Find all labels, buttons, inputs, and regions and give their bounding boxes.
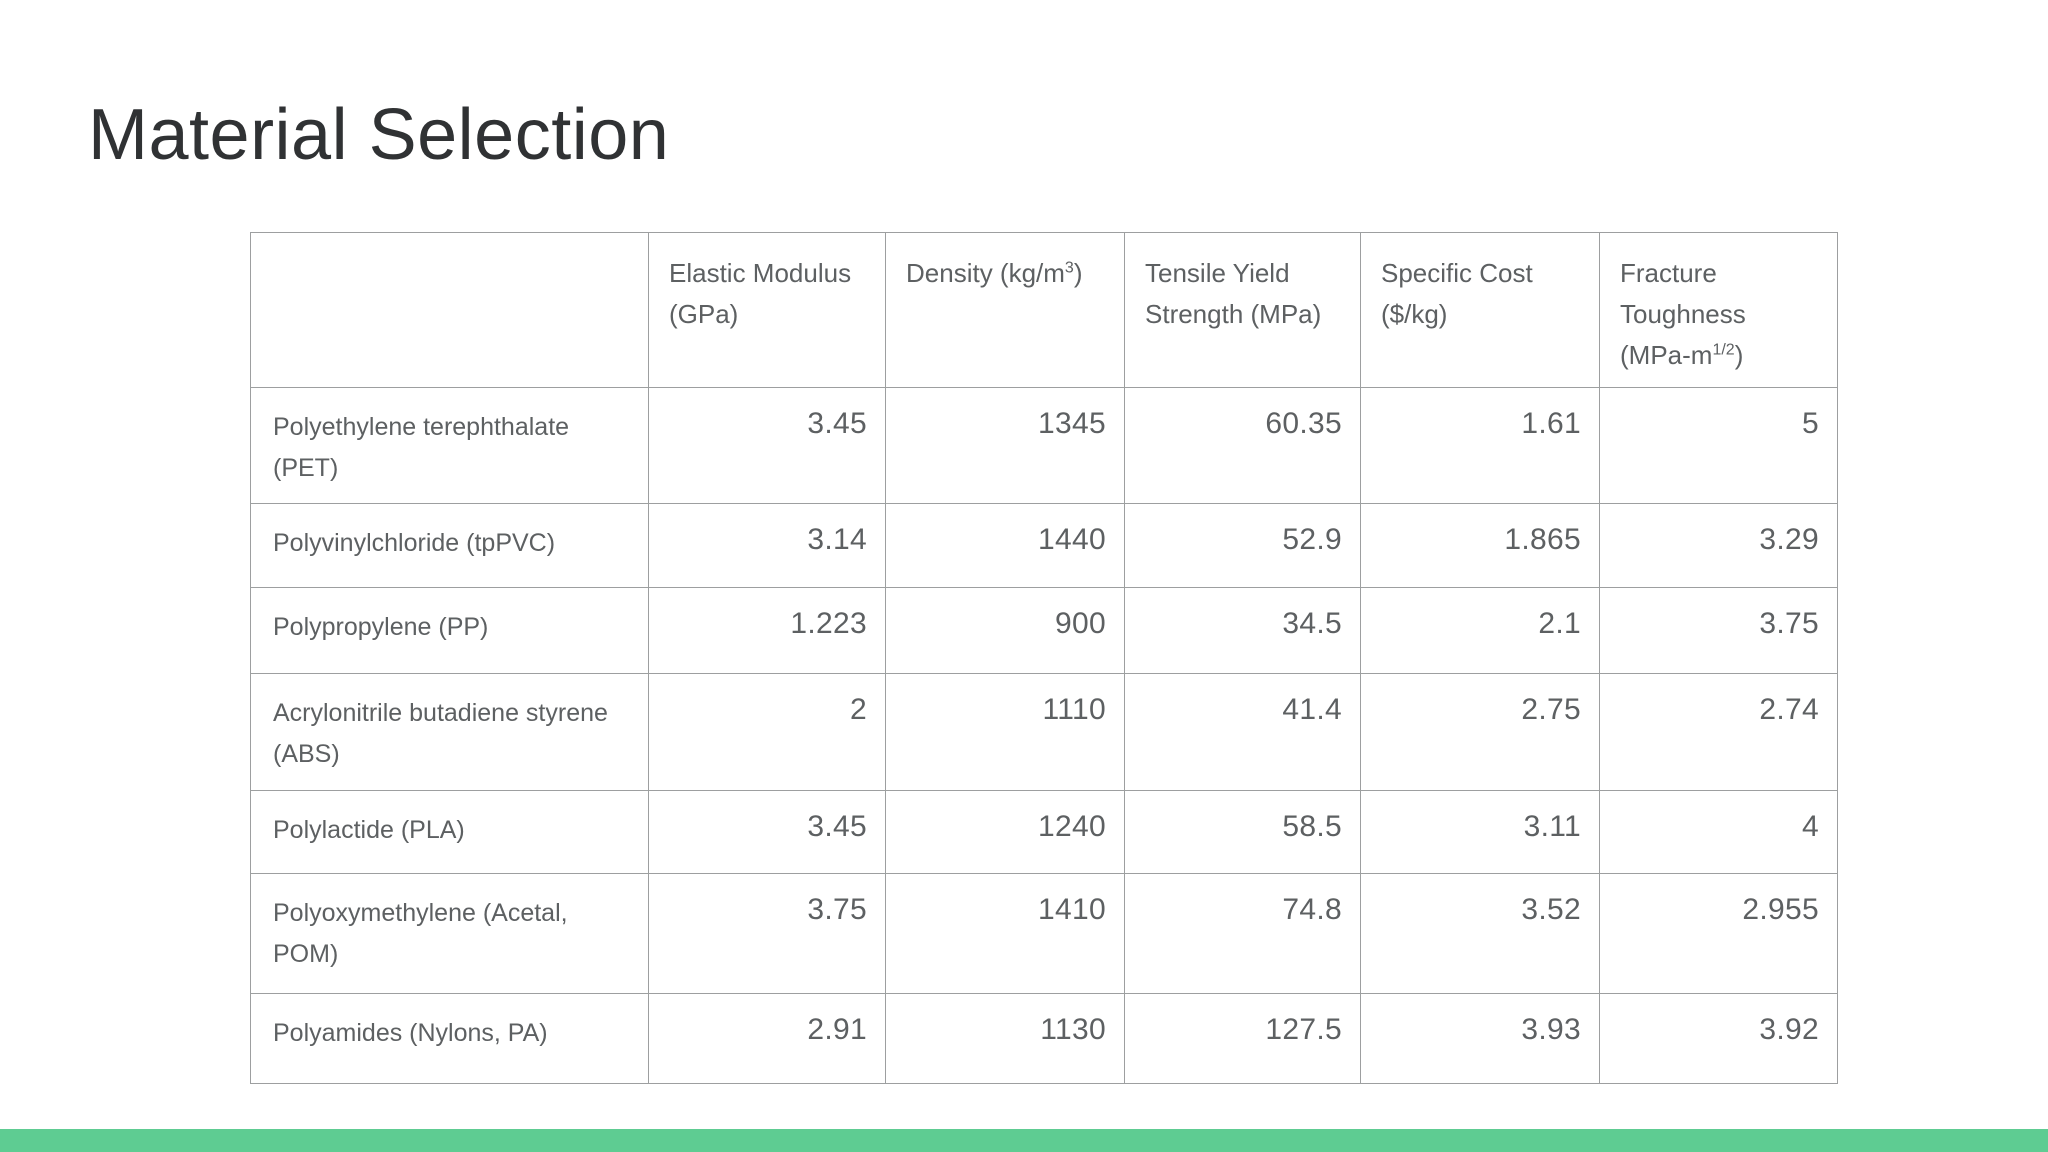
header-line: Elastic Modulus: [669, 258, 852, 288]
header-material: [250, 232, 649, 388]
cell-density: 1440: [885, 503, 1125, 588]
cell-material-name: Polyoxymethylene (Acetal, POM): [250, 873, 649, 994]
cell-material-name: Acrylonitrile butadiene styrene (ABS): [250, 673, 649, 791]
cell-fracture-toughness: 2.955: [1599, 873, 1838, 994]
cell-specific-cost: 2.75: [1360, 673, 1600, 791]
header-text: Density (kg/m: [906, 258, 1065, 288]
header-tensile-yield-strength: Tensile Yield Strength (MPa): [1124, 232, 1361, 388]
table-row: Polyethylene terephthalate (PET) 3.45 13…: [250, 387, 1838, 504]
table-row: Acrylonitrile butadiene styrene (ABS) 2 …: [250, 673, 1838, 791]
cell-density: 900: [885, 587, 1125, 674]
header-line: Toughness: [1620, 299, 1746, 329]
cell-material-name: Polyamides (Nylons, PA): [250, 993, 649, 1084]
header-line: Fracture: [1620, 258, 1717, 288]
header-specific-cost: Specific Cost ($/kg): [1360, 232, 1600, 388]
header-text: ): [1734, 340, 1744, 370]
cell-tensile-yield: 41.4: [1124, 673, 1361, 791]
cell-fracture-toughness: 5: [1599, 387, 1838, 504]
cell-fracture-toughness: 2.74: [1599, 673, 1838, 791]
cell-specific-cost: 1.865: [1360, 503, 1600, 588]
table-row: Polyoxymethylene (Acetal, POM) 3.75 1410…: [250, 873, 1838, 994]
header-text: ): [1073, 258, 1083, 288]
header-superscript: 3: [1064, 259, 1074, 277]
header-line: Tensile Yield: [1145, 258, 1290, 288]
cell-tensile-yield: 34.5: [1124, 587, 1361, 674]
header-line: Strength (MPa): [1145, 299, 1322, 329]
cell-elastic-modulus: 1.223: [648, 587, 886, 674]
cell-fracture-toughness: 3.29: [1599, 503, 1838, 588]
cell-elastic-modulus: 3.14: [648, 503, 886, 588]
cell-fracture-toughness: 3.92: [1599, 993, 1838, 1084]
header-line: ($/kg): [1381, 299, 1448, 329]
cell-elastic-modulus: 2: [648, 673, 886, 791]
cell-material-name: Polylactide (PLA): [250, 790, 649, 874]
cell-tensile-yield: 60.35: [1124, 387, 1361, 504]
cell-fracture-toughness: 3.75: [1599, 587, 1838, 674]
cell-specific-cost: 1.61: [1360, 387, 1600, 504]
table-row: Polypropylene (PP) 1.223 900 34.5 2.1 3.…: [250, 587, 1838, 674]
accent-bar: [0, 1129, 2048, 1152]
cell-specific-cost: 3.11: [1360, 790, 1600, 874]
header-fracture-toughness: Fracture Toughness (MPa-m1/2): [1599, 232, 1838, 388]
cell-specific-cost: 3.93: [1360, 993, 1600, 1084]
header-line: Specific Cost: [1381, 258, 1533, 288]
page-title: Material Selection: [88, 95, 670, 175]
cell-material-name: Polyvinylchloride (tpPVC): [250, 503, 649, 588]
cell-specific-cost: 2.1: [1360, 587, 1600, 674]
header-text: (MPa-m: [1620, 340, 1713, 370]
materials-table: Elastic Modulus (GPa) Density (kg/m3) Ten…: [250, 232, 1838, 1084]
cell-tensile-yield: 52.9: [1124, 503, 1361, 588]
table-row: Polyvinylchloride (tpPVC) 3.14 1440 52.9…: [250, 503, 1838, 588]
cell-fracture-toughness: 4: [1599, 790, 1838, 874]
header-elastic-modulus: Elastic Modulus (GPa): [648, 232, 886, 388]
cell-density: 1240: [885, 790, 1125, 874]
cell-elastic-modulus: 3.75: [648, 873, 886, 994]
cell-elastic-modulus: 3.45: [648, 790, 886, 874]
header-superscript: 1/2: [1712, 341, 1735, 359]
cell-material-name: Polypropylene (PP): [250, 587, 649, 674]
cell-density: 1345: [885, 387, 1125, 504]
table-row: Polylactide (PLA) 3.45 1240 58.5 3.11 4: [250, 790, 1838, 874]
cell-material-name: Polyethylene terephthalate (PET): [250, 387, 649, 504]
cell-elastic-modulus: 2.91: [648, 993, 886, 1084]
cell-tensile-yield: 127.5: [1124, 993, 1361, 1084]
cell-density: 1130: [885, 993, 1125, 1084]
table-header-row: Elastic Modulus (GPa) Density (kg/m3) Ten…: [250, 232, 1838, 388]
header-line: (GPa): [669, 299, 739, 329]
table-row: Polyamides (Nylons, PA) 2.91 1130 127.5 …: [250, 993, 1838, 1084]
cell-tensile-yield: 58.5: [1124, 790, 1361, 874]
cell-specific-cost: 3.52: [1360, 873, 1600, 994]
cell-elastic-modulus: 3.45: [648, 387, 886, 504]
cell-tensile-yield: 74.8: [1124, 873, 1361, 994]
cell-density: 1110: [885, 673, 1125, 791]
cell-density: 1410: [885, 873, 1125, 994]
header-density: Density (kg/m3): [885, 232, 1125, 388]
